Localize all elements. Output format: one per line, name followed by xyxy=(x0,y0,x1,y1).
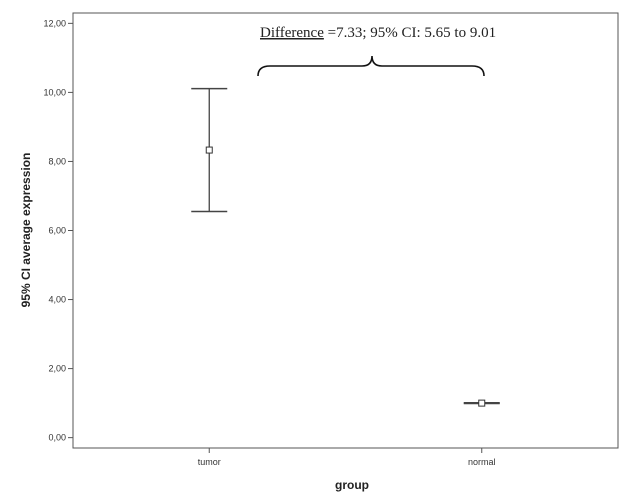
error-bars xyxy=(191,87,500,407)
y-tick-label: 6,00 xyxy=(48,226,66,236)
annotation-rest: =7.33; 95% CI: 5.65 to 9.01 xyxy=(324,25,496,41)
y-axis: 0,00 2,00 4,00 6,00 8,00 10,00 12,00 xyxy=(43,18,73,443)
x-axis-title: group xyxy=(335,478,369,492)
y-tick-label: 12,00 xyxy=(43,18,66,28)
mean-point-normal xyxy=(478,399,486,407)
difference-brace xyxy=(257,55,485,77)
mean-point-tumor xyxy=(205,146,213,154)
y-tick-label: 4,00 xyxy=(48,295,66,305)
plot-frame xyxy=(72,12,619,449)
y-tick-label: 2,00 xyxy=(48,364,66,374)
x-tick-label: normal xyxy=(468,457,496,467)
x-tick-label: tumor xyxy=(198,457,221,467)
y-axis-title: 95% CI average expression xyxy=(19,153,33,308)
y-tick-label: 0,00 xyxy=(48,433,66,443)
x-axis: tumor normal xyxy=(198,448,496,467)
y-tick-label: 8,00 xyxy=(48,156,66,166)
y-tick-label: 10,00 xyxy=(43,87,66,97)
difference-annotation: Difference =7.33; 95% CI: 5.65 to 9.01 xyxy=(260,25,496,41)
annotation-prefix: Difference xyxy=(260,25,324,41)
